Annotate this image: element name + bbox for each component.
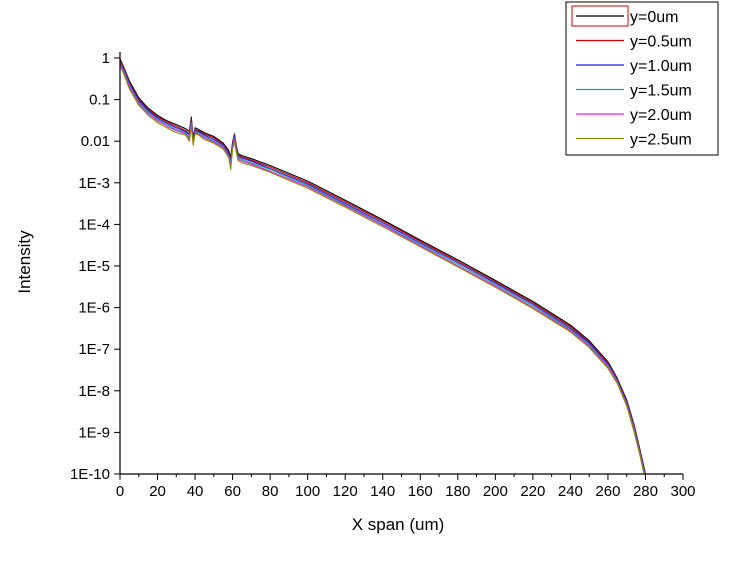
- legend-box: [565, 1, 719, 156]
- y-tick-label: 1E-9: [78, 424, 110, 441]
- x-tick-label: 280: [633, 483, 658, 500]
- y-tick-label: 0.1: [89, 92, 110, 109]
- x-tick-label: 160: [408, 483, 433, 500]
- y-axis-title: Intensity: [15, 230, 34, 294]
- y-tick-label: 1E-7: [78, 341, 110, 358]
- legend-label-3: y=1.5um: [630, 83, 692, 100]
- x-tick-label: 40: [187, 483, 204, 500]
- legend-label-2: y=1.0um: [630, 58, 692, 75]
- x-tick-label: 0: [116, 483, 124, 500]
- x-tick-label: 220: [520, 483, 545, 500]
- x-tick-label: 20: [149, 483, 166, 500]
- y-tick-label: 1E-5: [78, 258, 110, 275]
- legend-label-1: y=0.5um: [630, 34, 692, 51]
- x-tick-label: 260: [595, 483, 620, 500]
- x-tick-label: 200: [483, 483, 508, 500]
- series-layer: [120, 58, 647, 474]
- x-tick-label: 240: [558, 483, 583, 500]
- x-tick-label: 80: [262, 483, 279, 500]
- legend-label-5: y=2.5um: [630, 132, 692, 149]
- y-tick-label: 0.01: [81, 133, 110, 150]
- y-tick-label: 1E-6: [78, 300, 110, 317]
- axes-layer: 0 20 40 60 80 100 120 140 160 180 200 220 240 260 280 3…: [70, 50, 696, 500]
- y-tick-label: 1E-8: [78, 383, 110, 400]
- x-tick-label: 60: [224, 483, 241, 500]
- legend-label-0: y=0um: [630, 9, 678, 26]
- legend-selection-box: [571, 5, 629, 27]
- y-tick-label: 1: [102, 50, 110, 67]
- legend-label-4: y=2.0um: [630, 107, 692, 124]
- x-tick-label: 180: [445, 483, 470, 500]
- x-tick-label: 100: [295, 483, 320, 500]
- series-line-5: [120, 65, 646, 474]
- x-axis-title: X span (um): [352, 515, 445, 534]
- y-tick-label: 1E-10: [70, 466, 110, 483]
- legend: y=0um y=0.5um y=1.0um y=1.5um y=2.0um y=2.5um: [565, 1, 719, 156]
- x-tick-label: 140: [370, 483, 395, 500]
- y-tick-label: 1E-3: [78, 175, 110, 192]
- x-tick-label: 120: [333, 483, 358, 500]
- x-tick-label: 300: [670, 483, 695, 500]
- y-tick-label: 1E-4: [78, 216, 110, 233]
